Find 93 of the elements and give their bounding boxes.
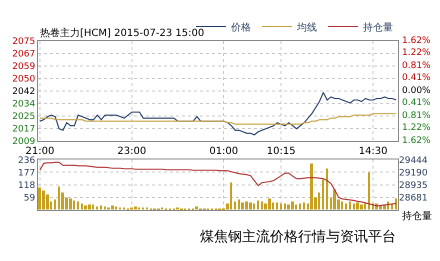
bar xyxy=(364,204,366,210)
bar xyxy=(81,204,83,210)
bar xyxy=(268,198,271,210)
bar xyxy=(38,188,41,210)
bar xyxy=(261,202,263,210)
y2-tick-label: 0.41% xyxy=(402,98,432,108)
y2-tick-label: 0.81% xyxy=(402,61,432,71)
bar xyxy=(238,200,240,210)
y-tick-label: 236 xyxy=(18,156,36,166)
y2-tick-label: 28681 xyxy=(399,194,428,204)
bar xyxy=(234,202,236,210)
y2-tick-label: 0.41% xyxy=(402,73,432,83)
bar xyxy=(46,194,49,210)
bar xyxy=(276,202,278,210)
bar xyxy=(272,202,274,210)
bar xyxy=(280,204,282,210)
y-tick-label: 59 xyxy=(24,194,36,204)
y2-tick-label: 1.62% xyxy=(402,136,432,146)
y-tick-label: 2009 xyxy=(12,137,36,148)
y2-tick-label: 0.00% xyxy=(402,86,432,96)
bar xyxy=(134,206,137,210)
bar xyxy=(310,164,313,210)
bar xyxy=(253,204,255,210)
y-tick-label: 2034 xyxy=(12,100,36,110)
bar xyxy=(299,204,301,210)
legend-label: 持仓量 xyxy=(363,21,393,34)
bar xyxy=(360,204,363,210)
x-tick-label: 14:30 xyxy=(358,146,388,157)
y2-tick-label: 29444 xyxy=(399,156,428,166)
y-tick-label: 2050 xyxy=(12,74,36,85)
y2-tick-label: 1.22% xyxy=(402,123,432,133)
bar xyxy=(69,198,72,210)
bar xyxy=(88,204,91,210)
chart-title: 热卷主力[HCM] 2015-07-23 15:00 xyxy=(40,27,204,39)
bar xyxy=(241,202,244,210)
bar xyxy=(92,204,94,210)
y-tick-label: 118 xyxy=(18,180,36,191)
bar xyxy=(58,186,60,210)
legend-label: 价格 xyxy=(230,21,251,34)
bar xyxy=(322,180,324,210)
bar xyxy=(104,206,106,210)
bar xyxy=(395,198,397,210)
x-tick-label: 21:00 xyxy=(25,146,54,157)
y2-tick-label: 1.22% xyxy=(402,48,432,58)
bar xyxy=(326,168,328,210)
line-series xyxy=(39,162,397,206)
y-tick-label: 2042 xyxy=(12,87,36,98)
y2-tick-label: 28935 xyxy=(399,180,428,191)
y-tick-label: 2075 xyxy=(12,37,36,48)
y-tick-label: 2059 xyxy=(12,62,36,72)
bar xyxy=(84,206,87,210)
bar xyxy=(349,202,351,210)
x-tick-label: 23:00 xyxy=(117,146,146,157)
y2-tick-label: 29190 xyxy=(399,168,428,178)
bar xyxy=(353,204,355,210)
bar xyxy=(100,206,102,210)
bar xyxy=(257,200,259,210)
x-tick-label: 10:15 xyxy=(266,146,296,157)
bar xyxy=(111,206,114,210)
bar xyxy=(318,192,320,210)
bar xyxy=(249,202,252,210)
bar xyxy=(77,202,79,210)
line-series xyxy=(39,92,397,136)
bar xyxy=(383,206,386,210)
bar xyxy=(291,202,294,210)
bar xyxy=(73,200,75,210)
bar xyxy=(284,204,286,210)
bar xyxy=(303,202,305,210)
bar xyxy=(195,206,198,210)
y-tick-label: 2067 xyxy=(12,50,36,60)
y2-tick-label: 1.62% xyxy=(402,36,432,46)
bar xyxy=(42,190,45,210)
y-tick-label: 177 xyxy=(18,168,36,178)
y2-axis-title: 持仓量 xyxy=(402,210,432,222)
bar xyxy=(368,172,370,210)
bar xyxy=(356,202,359,210)
legend-label: 均线 xyxy=(296,21,317,34)
bar xyxy=(115,206,117,210)
y2-tick-label: 0.81% xyxy=(402,111,432,121)
text: 煤焦钢主流价格行情与资讯平台 xyxy=(200,229,396,245)
y-tick-label: 2025 xyxy=(12,112,36,122)
bar xyxy=(245,202,248,210)
bar xyxy=(295,204,297,210)
x-tick-label: 01:00 xyxy=(209,146,238,157)
bar xyxy=(345,204,347,210)
bar xyxy=(230,182,232,210)
bar xyxy=(96,206,98,210)
bar xyxy=(54,200,56,210)
bar xyxy=(333,190,336,210)
line-series xyxy=(39,113,397,125)
bar xyxy=(287,204,290,210)
bar xyxy=(341,202,343,210)
y-tick-label: 2017 xyxy=(12,124,36,135)
